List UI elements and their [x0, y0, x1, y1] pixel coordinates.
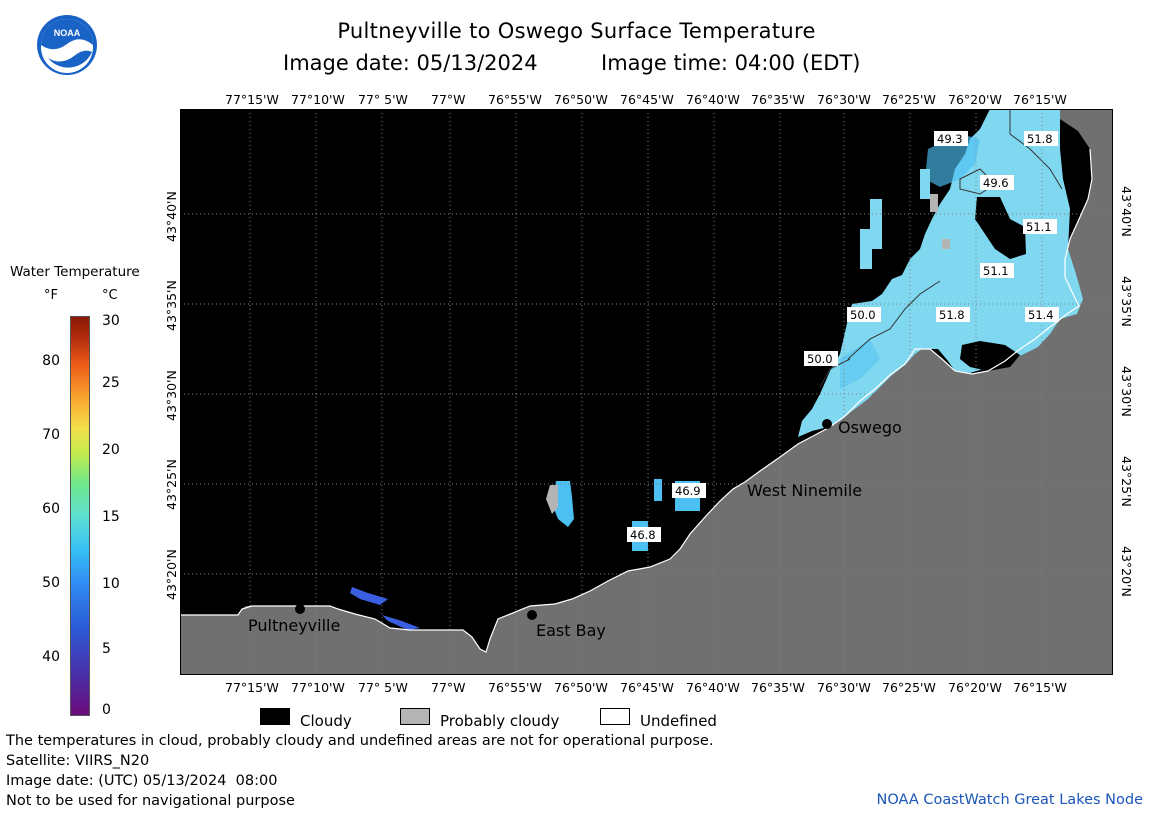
place-label: Oswego — [838, 418, 902, 437]
lon-label: 76°25'W — [882, 680, 936, 695]
f-tick: 80 — [42, 353, 60, 369]
lon-label: 77°10'W — [291, 92, 345, 107]
f-tick: 40 — [42, 649, 60, 665]
unit-f: °F — [44, 288, 58, 303]
lat-label: 43°20'N — [164, 549, 179, 600]
lon-label: 77°W — [431, 92, 466, 107]
credit-link[interactable]: NOAA CoastWatch Great Lakes Node — [876, 792, 1143, 808]
place-label: East Bay — [536, 621, 606, 640]
lon-label: 76°20'W — [948, 92, 1002, 107]
place-label: West Ninemile — [747, 481, 862, 500]
temp-label: 51.8 — [1027, 132, 1053, 146]
legend-title: Water Temperature — [10, 264, 140, 280]
c-tick: 25 — [102, 375, 120, 391]
cloudy-label: Cloudy — [300, 712, 352, 730]
image-time: Image time: 04:00 (EDT) — [601, 51, 861, 75]
probably-cloudy-swatch — [400, 708, 430, 725]
footer-utc-date: Image date: (UTC) 05/13/2024 08:00 — [6, 773, 278, 789]
lon-label: 76°45'W — [620, 680, 674, 695]
lon-label: 76°45'W — [620, 92, 674, 107]
pultneyville-marker — [295, 604, 305, 614]
c-tick: 10 — [102, 576, 120, 592]
temp-label: 49.6 — [983, 176, 1009, 190]
east-bay-marker — [527, 610, 537, 620]
lat-label: 43°30'N — [1119, 366, 1134, 417]
lon-label: 76°35'W — [751, 92, 805, 107]
lon-label: 76°25'W — [882, 92, 936, 107]
lon-label: 76°50'W — [554, 92, 608, 107]
footer-satellite: Satellite: VIIRS_N20 — [6, 753, 150, 769]
lon-label: 76°50'W — [554, 680, 608, 695]
lon-label: 76°15'W — [1013, 92, 1067, 107]
lon-label: 76°35'W — [751, 680, 805, 695]
c-tick: 5 — [102, 641, 111, 657]
lon-label: 77° 5'W — [358, 680, 408, 695]
svg-text:NOAA: NOAA — [54, 28, 81, 38]
temp-label: 51.4 — [1028, 308, 1054, 322]
west-ninemile-marker — [732, 470, 742, 480]
temp-label: 46.8 — [630, 528, 656, 542]
lon-label: 76°55'W — [488, 680, 542, 695]
f-tick: 50 — [42, 575, 60, 591]
c-tick: 0 — [102, 702, 111, 718]
lat-label: 43°25'N — [1119, 456, 1134, 507]
lon-label: 77°15'W — [225, 680, 279, 695]
f-tick: 70 — [42, 427, 60, 443]
oswego-marker — [822, 419, 832, 429]
temperature-colorbar — [70, 316, 90, 716]
lon-label: 77°W — [431, 680, 466, 695]
lon-label: 76°40'W — [686, 680, 740, 695]
cloudy-swatch — [260, 708, 290, 725]
lon-label: 76°55'W — [488, 92, 542, 107]
lat-label: 43°35'N — [164, 280, 179, 331]
footer-note: The temperatures in cloud, probably clou… — [6, 733, 714, 749]
footer-navigation: Not to be used for navigational purpose — [6, 793, 295, 809]
lat-label: 43°40'N — [1119, 186, 1134, 237]
temp-label: 51.1 — [983, 264, 1009, 278]
temp-label: 50.0 — [850, 308, 876, 322]
lat-label: 43°30'N — [164, 370, 179, 421]
c-tick: 30 — [102, 313, 120, 329]
temp-label: 46.9 — [675, 484, 701, 498]
temp-label: 51.1 — [1026, 220, 1052, 234]
land-area — [180, 109, 1113, 675]
lon-label: 77°15'W — [225, 92, 279, 107]
temp-label: 50.0 — [807, 352, 833, 366]
temperature-map[interactable]: Pultneyville East Bay West Ninemile Oswe… — [180, 109, 1113, 675]
lon-label: 76°20'W — [948, 680, 1002, 695]
lon-label: 76°15'W — [1013, 680, 1067, 695]
c-tick: 20 — [102, 442, 120, 458]
c-tick: 15 — [102, 509, 120, 525]
f-tick: 60 — [42, 501, 60, 517]
page-title: Pultneyville to Oswego Surface Temperatu… — [337, 19, 816, 43]
temp-label-group: 49.3 51.8 49.6 51.1 51.1 50.0 51.8 51.4 … — [627, 131, 1059, 542]
place-label: Pultneyville — [248, 616, 340, 635]
lat-label: 43°35'N — [1119, 276, 1134, 327]
undefined-label: Undefined — [640, 712, 717, 730]
image-date: Image date: 05/13/2024 — [283, 51, 538, 75]
unit-c: °C — [102, 288, 118, 303]
lat-label: 43°20'N — [1119, 546, 1134, 597]
undefined-swatch — [600, 708, 630, 725]
temp-label: 49.3 — [937, 132, 963, 146]
lat-label: 43°40'N — [164, 191, 179, 242]
lon-label: 77°10'W — [291, 680, 345, 695]
lon-label: 76°40'W — [686, 92, 740, 107]
lon-label: 76°30'W — [817, 92, 871, 107]
lon-label: 77° 5'W — [358, 92, 408, 107]
lon-label: 76°30'W — [817, 680, 871, 695]
probably-cloudy-label: Probably cloudy — [440, 712, 560, 730]
temp-label: 51.8 — [939, 308, 965, 322]
lat-label: 43°25'N — [164, 459, 179, 510]
noaa-logo-icon: NOAA — [36, 14, 98, 76]
